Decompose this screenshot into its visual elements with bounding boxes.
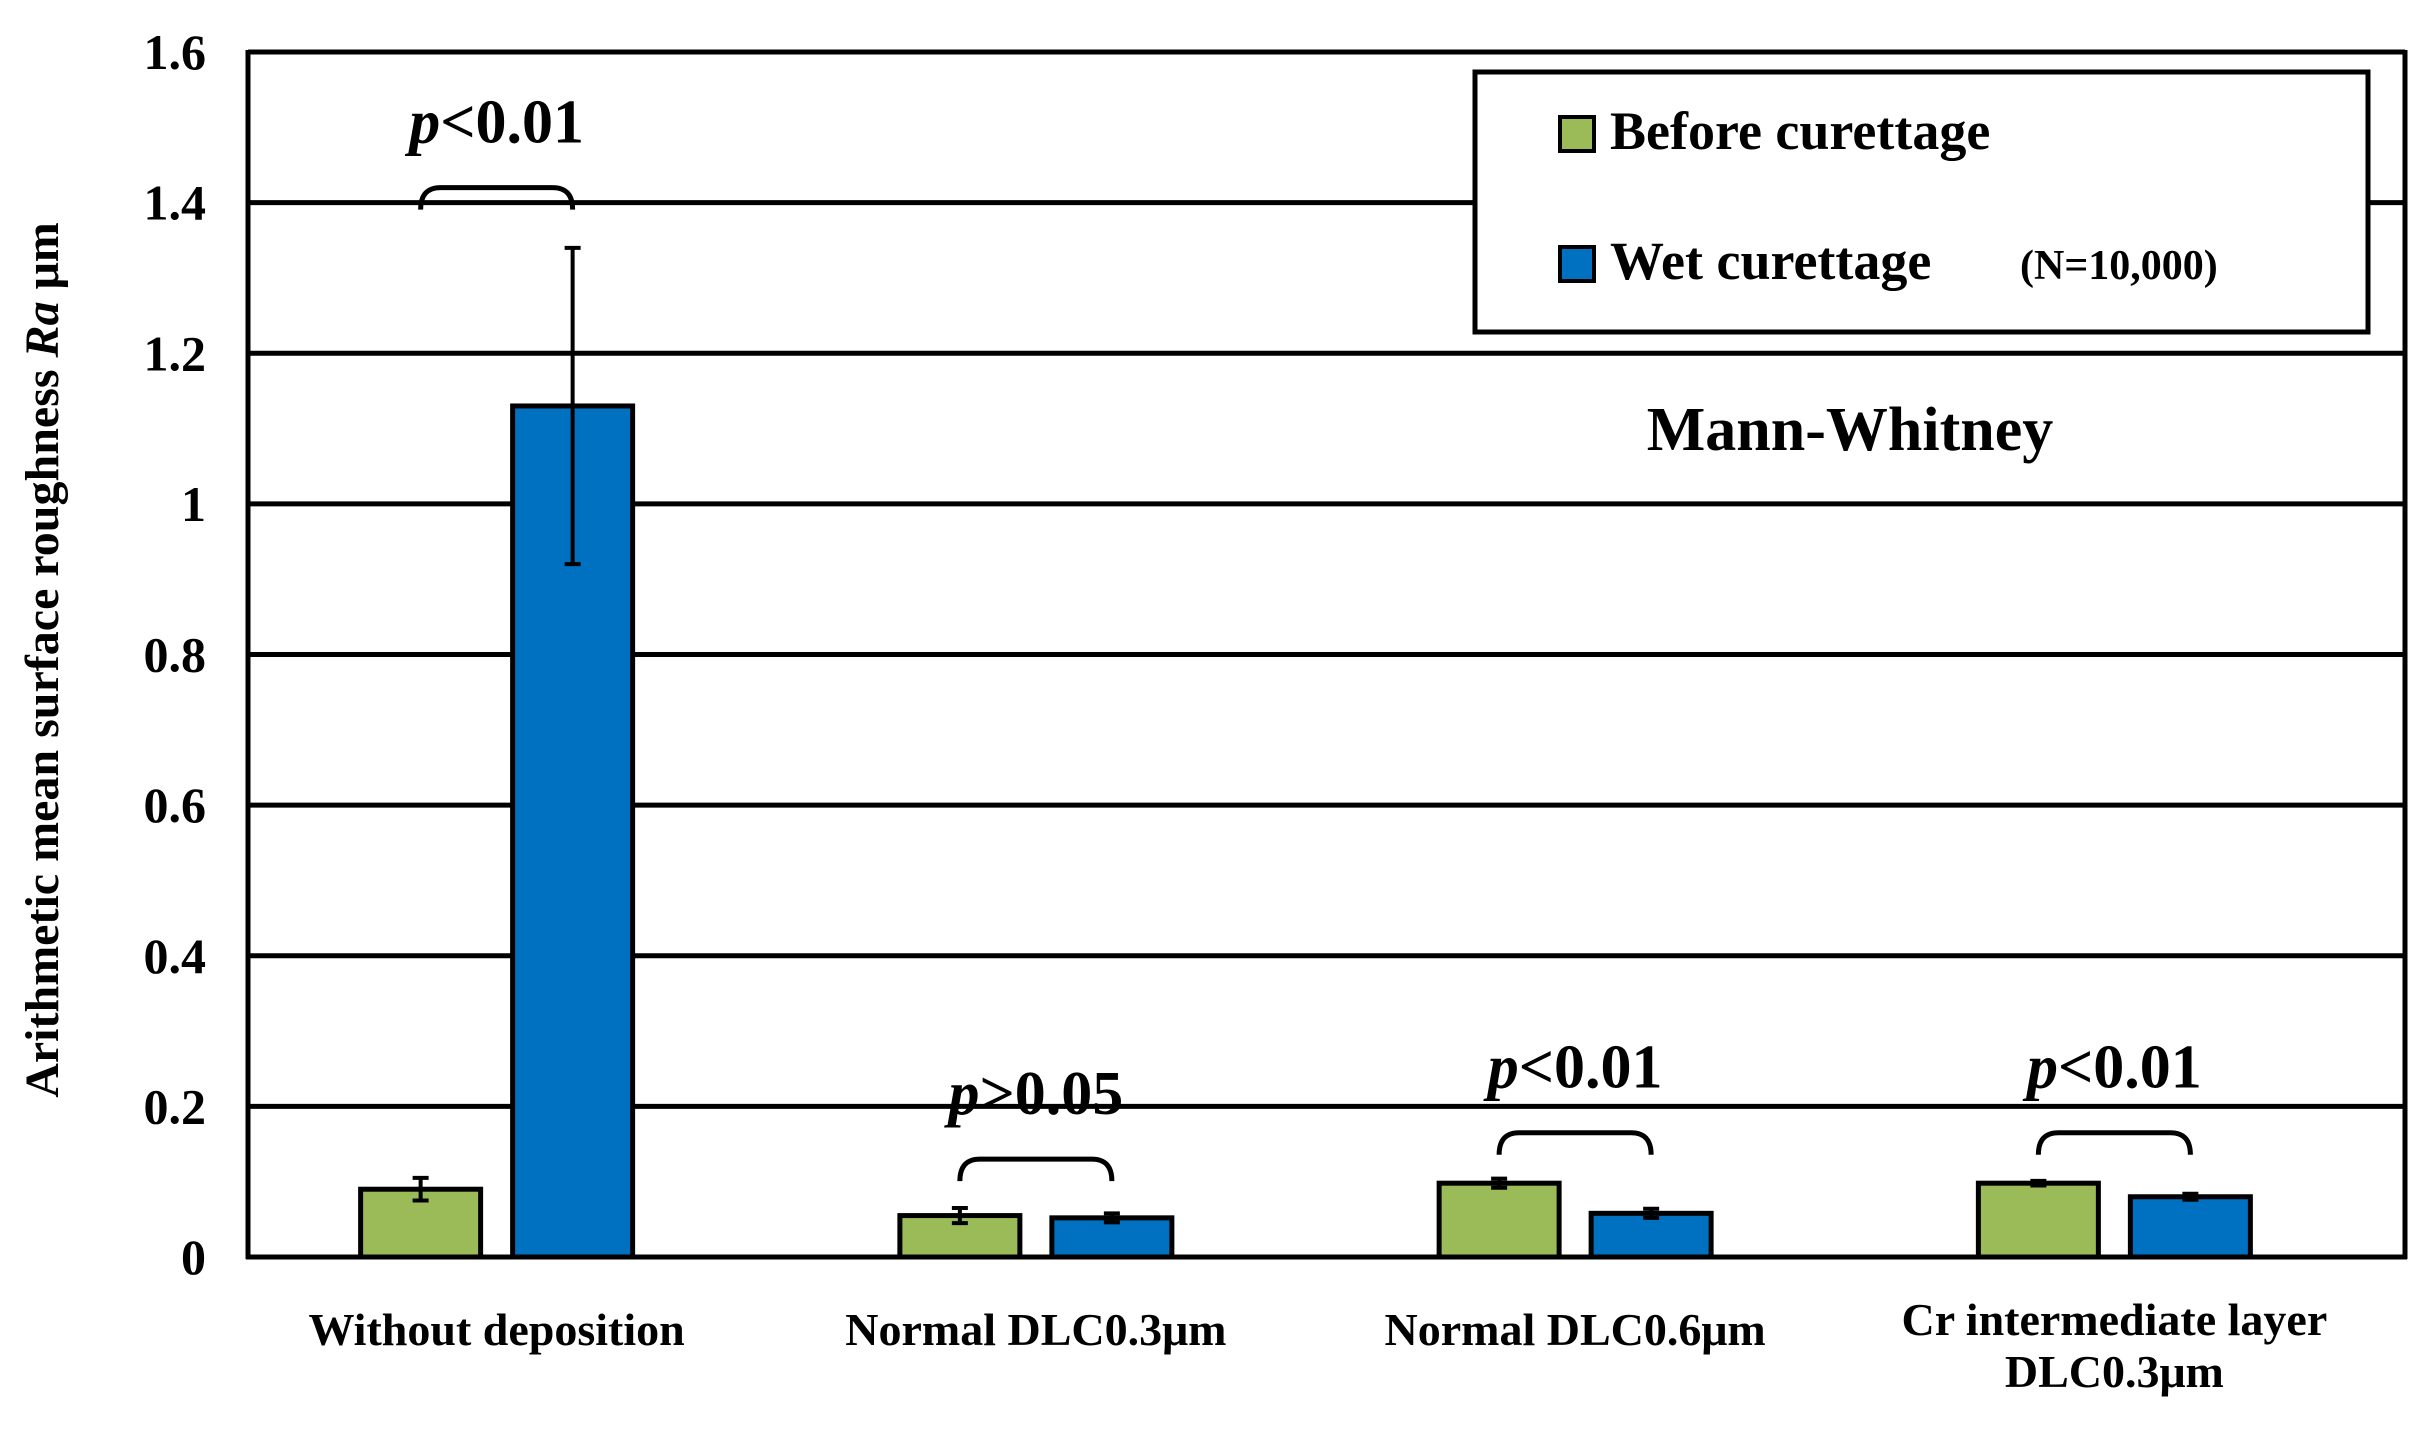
legend-label: Wet curettage — [1610, 231, 1931, 291]
bar — [1436, 1180, 1562, 1260]
x-tick-label: Normal DLC0.3μm — [845, 1304, 1226, 1355]
y-tick-label: 0 — [181, 1229, 206, 1285]
legend-label: Before curettage — [1610, 101, 1990, 161]
x-tick-label: Normal DLC0.6μm — [1384, 1304, 1765, 1355]
significance-bracket — [957, 1156, 1115, 1182]
y-tick-label: 0.2 — [144, 1078, 207, 1134]
p-value-label: p<0.01 — [2022, 1034, 2202, 1102]
legend-box — [1472, 69, 2371, 335]
y-tick-label: 1.4 — [144, 175, 207, 231]
y-tick-label: 0.8 — [144, 627, 207, 683]
bar — [1975, 1180, 2101, 1260]
y-axis-label: Arithmetic mean surface roughness Ra μm — [16, 222, 69, 1098]
y-tick-label: 1 — [181, 476, 206, 532]
significance-bracket — [418, 185, 576, 210]
y-tick-label: 1.2 — [144, 325, 207, 381]
legend-swatch — [1558, 245, 1596, 283]
x-tick-label: Cr intermediate layer — [1901, 1294, 2327, 1345]
bar — [1588, 1210, 1714, 1260]
bar — [2127, 1194, 2253, 1260]
y-tick-label: 0.4 — [144, 928, 207, 984]
x-tick-label: Without deposition — [309, 1304, 685, 1355]
p-value-label: p<0.01 — [404, 89, 584, 157]
x-tick-label: DLC0.3μm — [2005, 1346, 2224, 1397]
y-tick-label: 0.6 — [144, 777, 207, 833]
legend-note: (N=10,000) — [2020, 243, 2218, 289]
p-value-label: p>0.05 — [943, 1060, 1123, 1128]
bar — [1049, 1215, 1175, 1260]
p-value-label: p<0.01 — [1483, 1034, 1663, 1102]
legend-swatch — [1558, 115, 1596, 153]
test-name-annotation: Mann-Whitney — [1647, 396, 2053, 464]
y-tick-label: 1.6 — [144, 24, 207, 80]
significance-bracket — [1496, 1130, 1654, 1155]
significance-bracket — [2035, 1130, 2193, 1155]
